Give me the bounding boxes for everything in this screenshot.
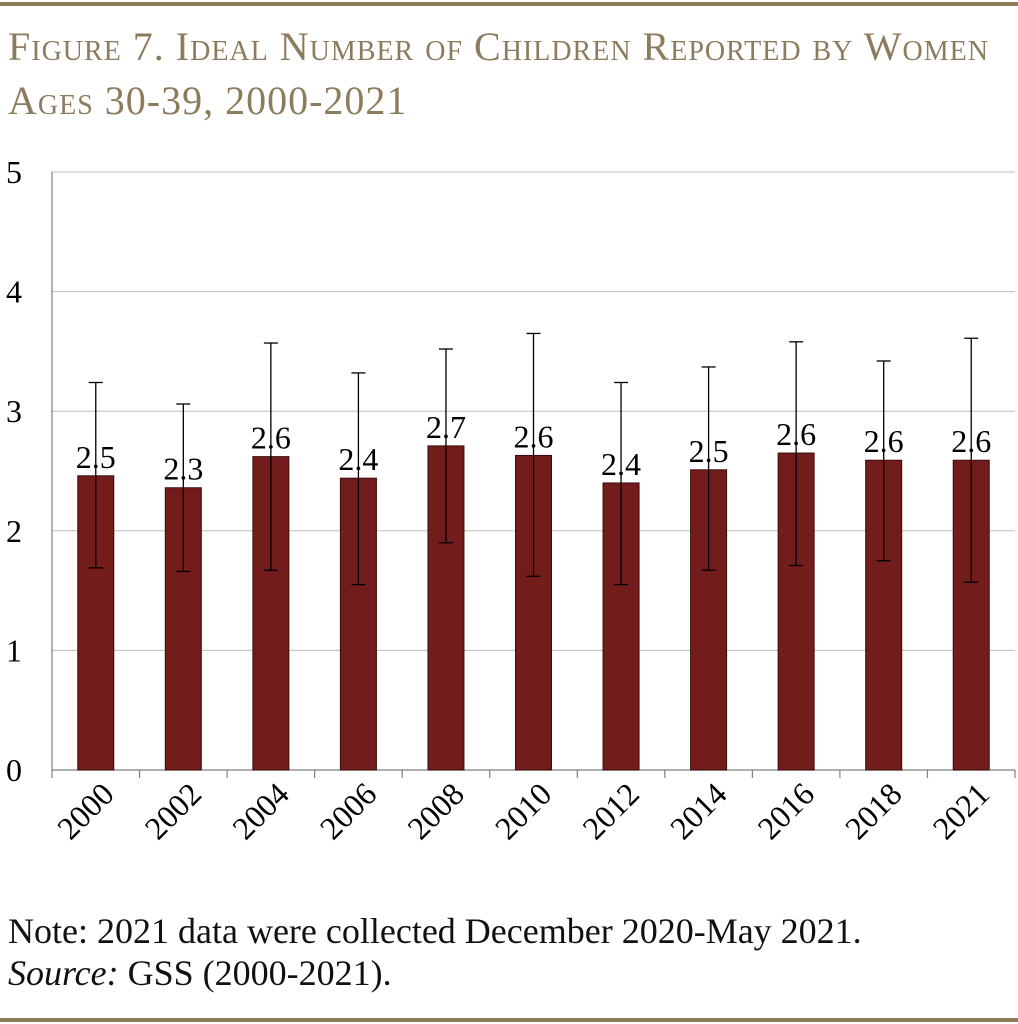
data-label: 2.7 xyxy=(426,409,466,445)
y-tick-label: 5 xyxy=(6,154,22,190)
x-tick-label: 2010 xyxy=(488,775,559,846)
data-label: 2.5 xyxy=(689,433,729,469)
x-tick-label: 2008 xyxy=(400,775,471,846)
x-tick-label: 2012 xyxy=(575,775,646,846)
y-tick-label: 1 xyxy=(6,632,22,668)
note-text: Note: 2021 data were collected December … xyxy=(8,911,862,951)
data-labels: 2.5 2.3 2.6 2.4 2.7 2.6 2.4 2.5 2.6 2.6 2.6 xyxy=(76,409,991,487)
top-rule xyxy=(0,2,1018,6)
data-label: 2.6 xyxy=(951,423,991,459)
x-tick-label: 2018 xyxy=(838,775,909,846)
y-tick-label: 3 xyxy=(6,393,22,429)
source-text: GSS (2000-2021). xyxy=(118,953,392,993)
y-tick-label: 0 xyxy=(6,752,22,788)
x-axis-tick-labels: 2000 2002 2004 2006 2008 2010 2012 2014 2016 2018… xyxy=(50,775,996,846)
x-tick-label: 2006 xyxy=(313,775,384,846)
source-line: Source: GSS (2000-2021). xyxy=(8,952,862,994)
x-tick-label: 2016 xyxy=(750,775,821,846)
data-label: 2.5 xyxy=(76,439,116,475)
bottom-rule xyxy=(0,1018,1018,1022)
data-label: 2.4 xyxy=(338,441,378,477)
data-label: 2.6 xyxy=(864,423,904,459)
data-label: 2.3 xyxy=(163,451,203,487)
source-label: Source: xyxy=(8,953,119,993)
y-tick-label: 4 xyxy=(6,274,22,310)
x-tick-label: 2002 xyxy=(138,775,209,846)
y-tick-label: 2 xyxy=(6,513,22,549)
data-label: 2.4 xyxy=(601,446,641,482)
data-label: 2.6 xyxy=(776,416,816,452)
x-tick-label: 2021 xyxy=(925,775,996,846)
y-axis-tick-labels: 0 1 2 3 4 5 xyxy=(6,154,22,788)
figure-title: Figure 7. Ideal Number of Children Repor… xyxy=(8,24,989,123)
x-tick-label: 2014 xyxy=(663,775,734,846)
x-tick-label: 2000 xyxy=(50,775,121,846)
data-label: 2.6 xyxy=(251,420,291,456)
error-bars xyxy=(88,332,979,586)
x-tick-label: 2004 xyxy=(225,775,296,846)
bar-chart: 0 1 2 3 4 5 2.5 2.3 2.6 2.4 2.7 2.6 2.4 2.5 2.6 2.6 2.6… xyxy=(6,154,1016,846)
figure-notes: Note: 2021 data were collected December … xyxy=(8,910,862,994)
data-label: 2.6 xyxy=(514,418,554,454)
